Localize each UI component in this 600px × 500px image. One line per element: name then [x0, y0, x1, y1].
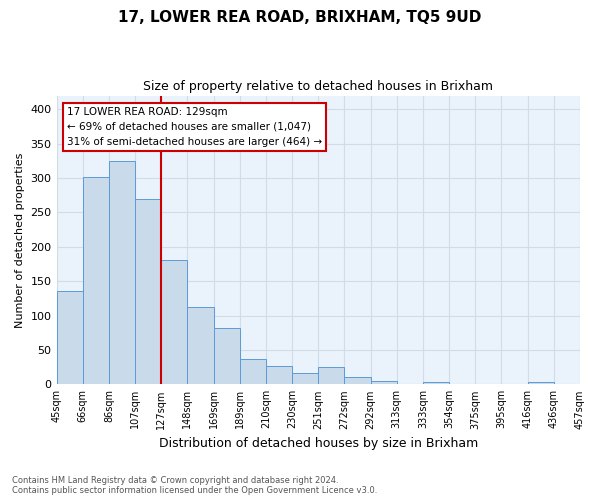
Bar — [344, 378, 371, 384]
Bar — [371, 381, 397, 384]
Bar — [527, 382, 554, 384]
Bar — [292, 372, 318, 384]
Bar — [161, 260, 187, 384]
Text: 17, LOWER REA ROAD, BRIXHAM, TQ5 9UD: 17, LOWER REA ROAD, BRIXHAM, TQ5 9UD — [118, 10, 482, 25]
Text: 17 LOWER REA ROAD: 129sqm
← 69% of detached houses are smaller (1,047)
31% of se: 17 LOWER REA ROAD: 129sqm ← 69% of detac… — [67, 107, 322, 146]
Bar — [266, 366, 292, 384]
Bar — [240, 359, 266, 384]
Y-axis label: Number of detached properties: Number of detached properties — [15, 152, 25, 328]
Title: Size of property relative to detached houses in Brixham: Size of property relative to detached ho… — [143, 80, 493, 93]
Bar — [318, 367, 344, 384]
Bar — [135, 198, 161, 384]
Text: Contains HM Land Registry data © Crown copyright and database right 2024.
Contai: Contains HM Land Registry data © Crown c… — [12, 476, 377, 495]
Bar — [214, 328, 240, 384]
Bar — [423, 382, 449, 384]
X-axis label: Distribution of detached houses by size in Brixham: Distribution of detached houses by size … — [158, 437, 478, 450]
Bar — [83, 176, 109, 384]
Bar — [187, 308, 214, 384]
Bar — [109, 161, 135, 384]
Bar — [56, 292, 83, 384]
